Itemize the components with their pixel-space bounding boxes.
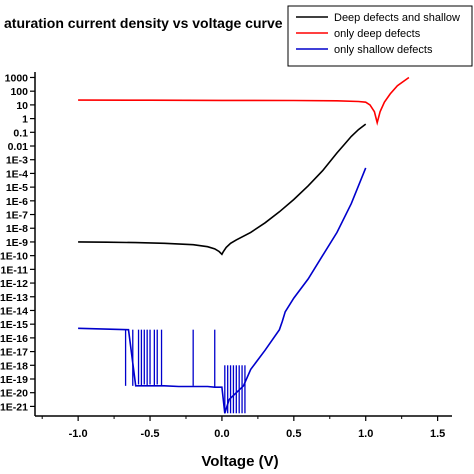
y-tick-label: 1E-10 — [0, 251, 28, 263]
legend-label-2: only deep defects — [334, 28, 421, 40]
legend-label-1: Deep defects and shallow — [334, 12, 460, 24]
y-tick-label: 1E-12 — [0, 278, 28, 290]
y-tick-label: 1E-18 — [0, 360, 28, 372]
legend-label-3: only shallow defects — [334, 44, 433, 56]
series-line-1 — [78, 123, 367, 256]
chart-title: aturation current density vs voltage cur… — [4, 15, 283, 31]
y-tick-label: 1E-6 — [6, 196, 28, 208]
y-tick-label: 1E-9 — [6, 237, 28, 249]
series-line-2 — [78, 76, 410, 126]
legend-box — [287, 5, 473, 67]
y-tick-label: 1E-5 — [6, 182, 28, 194]
x-tick-label: 1.5 — [430, 428, 445, 440]
x-tick-label: -0.5 — [141, 428, 160, 440]
y-tick-label: 1E-8 — [6, 223, 28, 235]
plot-area: -1.0 -0.5 0.0 0.5 1.0 1.5 1000 100 10 10.1 0.01 1E-… — [0, 72, 452, 440]
x-axis-label: Voltage (V) — [201, 453, 278, 470]
y-tick-label: 1E-4 — [6, 168, 28, 180]
series-line-3 — [78, 167, 367, 414]
y-tick-label: 10 — [16, 100, 28, 112]
y-tick-label: 1E-20 — [0, 388, 28, 400]
x-tick-label: 0.0 — [214, 428, 229, 440]
y-tick-label: 1E-13 — [0, 292, 28, 304]
legend: Deep defects and shallow only deep defect… — [287, 5, 473, 67]
x-tick-label: -1.0 — [69, 428, 88, 440]
y-tick-label: 1E-17 — [0, 347, 28, 359]
y-tick-label: 0.01 — [8, 141, 29, 153]
y-tick-label: 1E-16 — [0, 333, 28, 345]
x-tick-label: 1.0 — [358, 428, 373, 440]
y-tick-label: 1E-11 — [1, 264, 29, 276]
y-tick-label: 1E-21 — [0, 401, 28, 413]
y-tick-label: 1E-7 — [6, 210, 28, 222]
y-tick-label: 1E-3 — [6, 155, 28, 167]
y-tick-label: 1E-14 — [0, 305, 28, 317]
y-tick-label: 100 — [10, 86, 28, 98]
x-tick-label: 0.5 — [286, 428, 301, 440]
y-tick-label: 1E-19 — [0, 374, 28, 386]
y-tick-label: 1000 — [5, 72, 29, 84]
y-tick-label: 1E-15 — [0, 319, 28, 331]
y-tick-label: 0.1 — [13, 127, 28, 139]
y-tick-label: 1 — [22, 114, 28, 126]
